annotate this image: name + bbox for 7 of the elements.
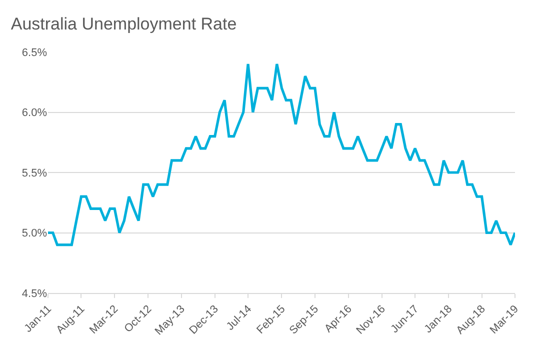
y-tick-label: 5.5% [22, 167, 48, 180]
y-tick-label: 4.5% [22, 288, 48, 300]
y-tick-label: 5.0% [22, 228, 48, 240]
y-tick-label: 6.5% [22, 46, 48, 59]
y-tick-label: 6.0% [22, 107, 48, 120]
line-series [48, 62, 515, 246]
chart-title: Australia Unemployment Rate [10, 14, 237, 34]
